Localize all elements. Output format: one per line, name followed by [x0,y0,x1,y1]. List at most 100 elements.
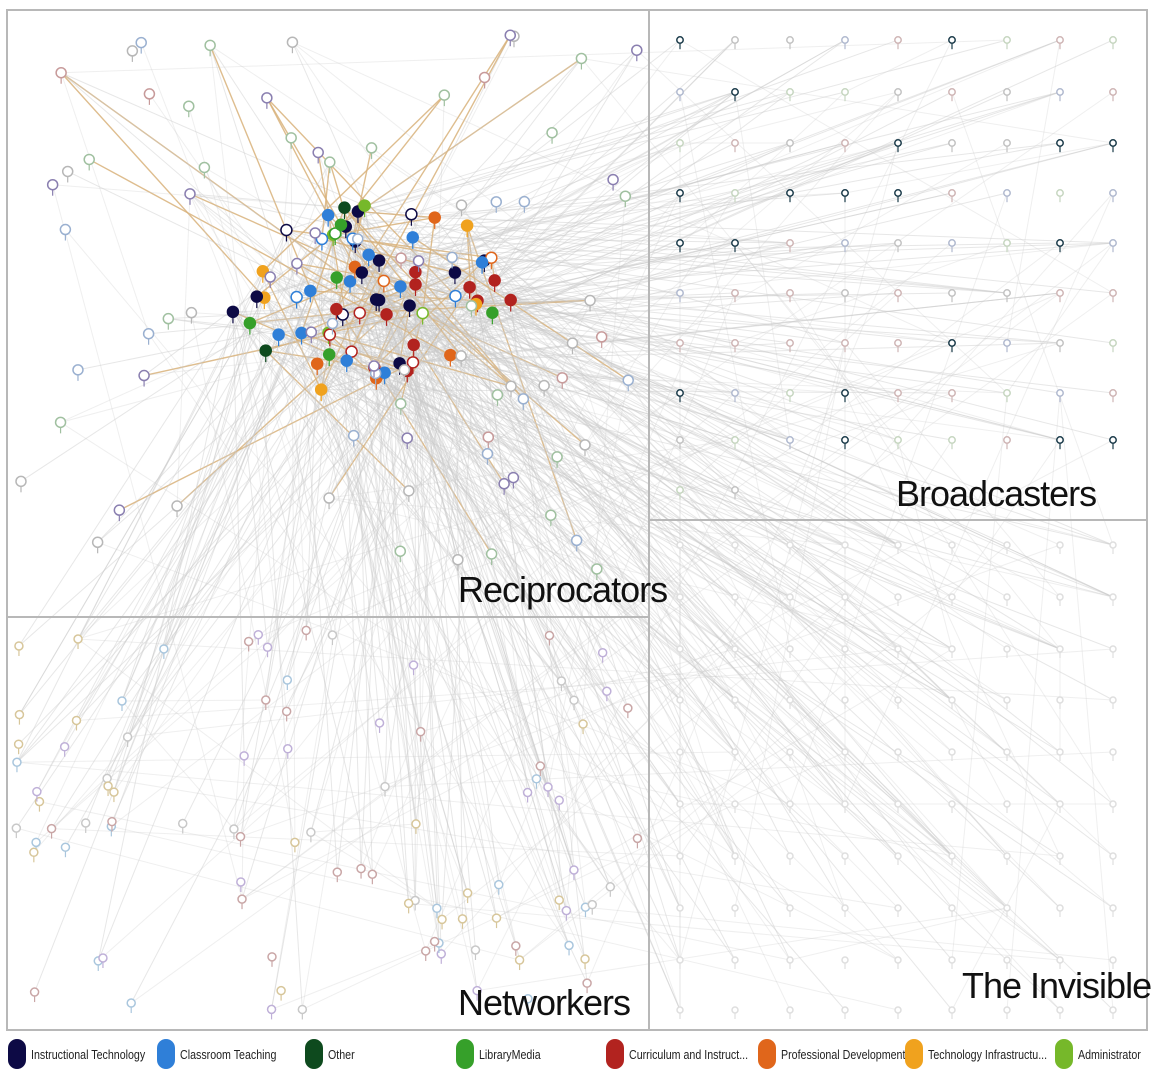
network-edge [328,370,408,499]
network-edge [679,439,953,857]
network-edge [565,196,626,911]
network-edge [418,142,899,262]
network-node [1003,1006,1011,1019]
network-edge [386,314,567,911]
network-edge [374,292,1061,368]
network-node [1109,139,1117,153]
network-node [948,748,956,761]
network-edge [375,39,846,379]
network-edge [77,332,329,640]
network-edge [355,241,1061,441]
network-edge [510,91,791,301]
network-node [1056,1006,1064,1019]
network-edge [329,292,791,336]
network-node [786,88,794,102]
network-node [731,36,739,50]
network-node [1056,389,1064,403]
network-edge [475,292,736,305]
network-edge [379,385,545,724]
network-node [948,800,956,813]
network-node [126,45,139,62]
network-node [1109,852,1117,865]
network-node [1109,289,1117,303]
network-node [490,196,503,213]
network-edge [466,225,567,911]
network-node [46,823,57,839]
network-edge [240,277,338,837]
network-edge [375,378,549,788]
network-node [406,356,420,374]
network-node [676,956,684,969]
network-node [343,275,357,293]
network-edge [351,351,899,805]
legend-swatch [305,1039,323,1069]
network-node [786,189,794,203]
network-node [948,139,956,153]
network-node [676,696,684,709]
network-edge [359,312,791,441]
network-edge [317,152,347,227]
network-edge [399,292,1061,364]
network-edge [329,334,558,458]
network-node [948,645,956,658]
network-edge [127,286,401,738]
network-edge [412,91,736,363]
network-node [731,289,739,303]
network-edge [383,280,1008,701]
network-node [507,471,520,489]
network-node [73,634,83,649]
network-node [290,290,303,309]
network-edge [434,192,681,219]
network-node [253,629,264,645]
network-node [841,239,849,253]
network-edge [357,210,435,219]
network-node [564,940,574,956]
network-edge [378,299,736,857]
network-edge [328,497,953,650]
network-edge [121,700,241,837]
network-edge [321,238,953,650]
network-edge [454,242,899,274]
network-node [894,139,902,153]
network-edge [374,242,681,368]
network-edge [399,362,846,598]
network-edge [278,334,953,650]
network-edge [328,354,681,598]
network-node [486,306,499,325]
network-node [631,44,643,62]
network-edge [475,142,1114,305]
network-node [1056,289,1064,303]
network-edge [789,751,846,909]
network-edge [335,233,791,394]
network-edge [107,777,899,909]
network-node [676,748,684,761]
network-node [126,998,136,1014]
network-node [1109,1006,1117,1019]
network-node [408,660,419,676]
network-node [142,327,155,345]
network-edge [413,242,791,346]
network-edge [413,280,495,346]
network-node [322,348,336,367]
network-edge [264,142,681,299]
network-edge [266,97,356,268]
network-edges [15,34,1114,1011]
legend-swatch [456,1039,474,1069]
network-edge [336,308,736,598]
network-node [372,254,386,272]
network-edge [373,225,468,367]
network-node [297,1004,308,1020]
network-node [14,709,25,725]
network-node [122,732,133,747]
network-edge [490,257,1061,805]
network-edge [379,242,791,301]
network-edge [360,372,386,869]
network-edge [332,91,1114,636]
network-edge [110,290,311,827]
network-edge [477,192,953,302]
network-edge [52,184,791,244]
network-edge [113,290,311,793]
network-node [98,953,108,969]
network-edge [271,942,440,1010]
